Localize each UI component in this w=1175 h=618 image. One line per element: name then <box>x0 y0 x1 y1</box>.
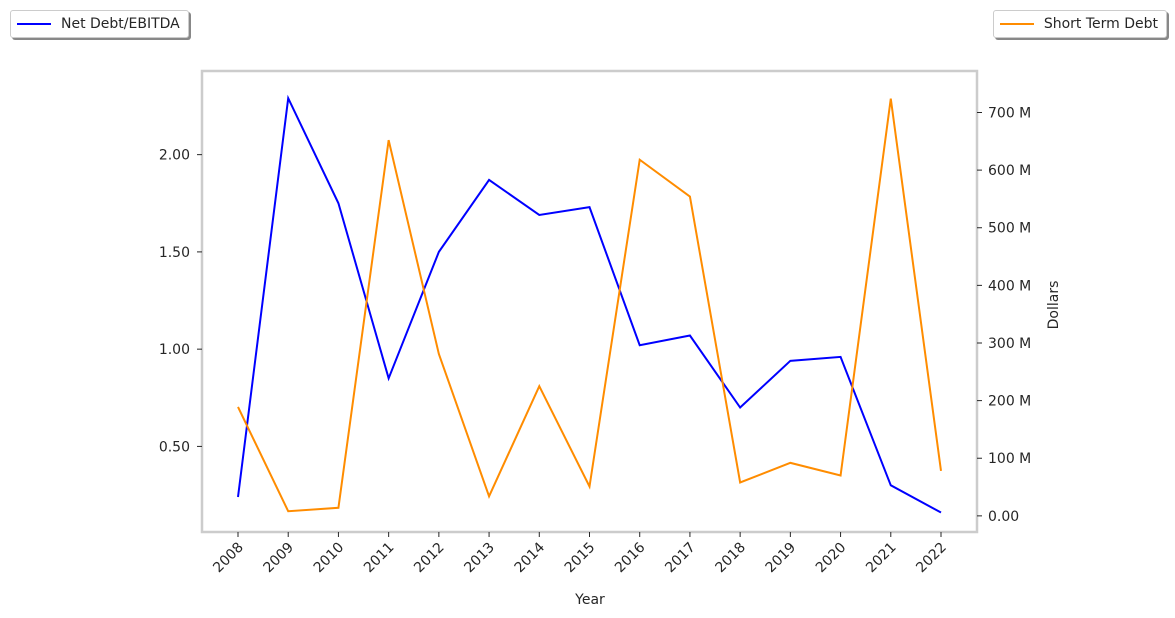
right-tick-label: 400 M <box>988 278 1031 294</box>
x-tick-label: 2011 <box>361 540 398 577</box>
series-line-net-debt-ebitda <box>237 94 942 514</box>
right-tick-label: 200 M <box>988 394 1031 410</box>
legend-right: Short Term Debt <box>992 10 1167 38</box>
legend-swatch-short-term-debt <box>999 23 1034 25</box>
x-tick-label: 2012 <box>411 540 448 577</box>
right-tick-label: 700 M <box>988 105 1031 121</box>
x-axis-label: Year <box>574 592 605 608</box>
left-tick-label: 1.50 <box>159 245 190 261</box>
legend-label-net-debt: Net Debt/EBITDA <box>61 16 180 32</box>
x-tick-label: 2014 <box>512 539 549 576</box>
right-tick-label: 500 M <box>988 221 1031 237</box>
right-tick-label: 300 M <box>988 336 1031 352</box>
left-tick-label: 0.50 <box>159 439 190 455</box>
x-tick-label: 2010 <box>311 540 348 577</box>
x-tick-label: 2016 <box>612 539 649 576</box>
y-axis-right-label: Dollars <box>1046 281 1062 330</box>
right-tick-label: 0.00 <box>988 509 1019 525</box>
legend-label-short-term-debt: Short Term Debt <box>1043 16 1158 32</box>
x-tick-label: 2017 <box>662 540 699 577</box>
right-tick-label: 600 M <box>988 163 1031 179</box>
legend-left: Net Debt/EBITDA <box>10 10 189 38</box>
x-tick-label: 2020 <box>813 540 850 577</box>
x-tick-label: 2022 <box>913 540 950 577</box>
x-tick-label: 2013 <box>461 540 498 577</box>
left-tick-label: 1.00 <box>159 342 190 358</box>
legend-swatch-net-debt <box>17 23 51 25</box>
left-tick-label: 2.00 <box>159 148 190 164</box>
x-tick-label: 2019 <box>763 540 800 577</box>
x-tick-label: 2018 <box>712 540 749 577</box>
x-tick-label: 2009 <box>261 540 298 577</box>
x-tick-label: 2008 <box>210 540 247 577</box>
right-tick-label: 100 M <box>988 451 1031 467</box>
series-line-short-term-debt <box>237 98 942 513</box>
plot-frame <box>200 69 979 534</box>
x-tick-label: 2015 <box>562 540 599 577</box>
x-tick-label: 2021 <box>863 540 900 577</box>
